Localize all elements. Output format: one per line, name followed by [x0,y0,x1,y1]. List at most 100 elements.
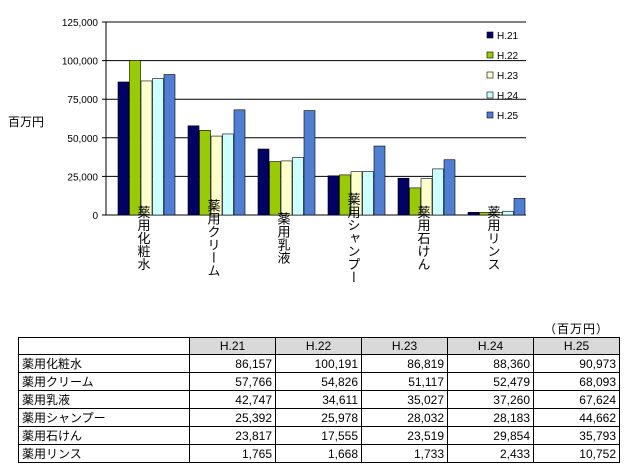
table-cell: 1,668 [275,444,362,463]
column-header: H.21 [189,337,276,355]
legend-swatch [486,91,494,99]
bar [129,60,141,216]
table-cell: 86,157 [189,354,276,373]
table-header-row: H.21 H.22 H.23 H.24 H.25 [18,337,620,355]
table-cell: 54,826 [275,372,362,391]
table-cell: 88,360 [447,354,534,373]
table-cell: 90,973 [533,354,620,373]
legend-label: H.22 [497,51,519,62]
legend-label: H.24 [497,91,519,102]
bar [327,175,340,216]
row-label: 薬用乳液 [18,390,190,409]
column-header: H.23 [361,337,448,355]
table-unit-label: （百万円） [544,322,610,336]
table-cell: 25,392 [189,408,276,427]
table-cell: 23,519 [361,426,448,445]
row-label: 薬用クリーム [18,372,190,391]
table-cell: 44,662 [533,408,620,427]
legend-swatch [486,51,494,59]
bars [117,60,526,216]
bar [443,159,456,216]
table-cell: 25,978 [275,408,362,427]
bar [210,135,223,216]
bar [163,74,176,216]
legend-swatch [486,71,494,79]
legend-label: H.23 [497,71,519,82]
table-cell: 1,765 [189,444,276,463]
table-cell: 28,032 [361,408,448,427]
table-row: 薬用化粧水 86,157 100,191 86,819 88,360 90,97… [18,354,620,373]
legend-swatch [486,31,494,39]
bar [187,125,200,216]
column-header: H.22 [275,337,362,355]
bar [152,78,164,216]
table-cell: 68,093 [533,372,620,391]
table-cell: 86,819 [361,354,448,373]
table-cell: 35,027 [361,390,448,409]
legend-label: H.21 [497,31,519,42]
bar [233,109,246,216]
table-row: 薬用リンス 1,765 1,668 1,733 2,433 10,752 [18,444,620,463]
row-label: 薬用化粧水 [18,354,190,373]
y-axis-label: 百万円 [8,115,44,129]
bar [199,130,211,216]
category-label: 薬用シャンプー [345,193,361,284]
table-cell: 1,733 [361,444,448,463]
table-cell: 52,479 [447,372,534,391]
legend-label: H.25 [497,111,519,122]
bar-chart: 025,00050,00075,000100,000125,000 薬用化粧水薬… [8,18,526,284]
bar [479,212,491,216]
bar [397,177,410,216]
table-cell: 51,117 [361,372,448,391]
table-cell: 28,183 [447,408,534,427]
gridlines [102,21,526,216]
table-cell: 57,766 [189,372,276,391]
y-tick-label: 25,000 [67,172,98,183]
table-cell: 10,752 [533,444,620,463]
table-row: 薬用シャンプー 25,392 25,978 28,032 28,183 44,6… [18,408,620,427]
row-label: 薬用リンス [18,444,190,463]
category-label: 薬用石けん [415,206,431,271]
bar [409,187,421,216]
data-table: H.21 H.22 H.23 H.24 H.25 薬用化粧水 86,157 10… [18,337,620,463]
bar [280,160,293,216]
table-cell: 29,854 [447,426,534,445]
column-header: H.24 [447,337,534,355]
bar [490,212,503,216]
column-header: H.25 [533,337,620,355]
row-label: 薬用石けん [18,426,190,445]
bar [432,168,444,216]
category-label: 薬用化粧水 [135,206,151,271]
table-cell: 34,611 [275,390,362,409]
bar [140,80,153,216]
bar [222,133,234,216]
row-label: 薬用シャンプー [18,408,190,427]
legend-swatch [486,111,494,119]
y-tick-label: 75,000 [67,95,98,106]
table-cell: 23,817 [189,426,276,445]
y-axis-ticks: 0 25,000 50,000 75,000 100,000 125,000 [62,18,99,222]
bar [269,161,281,216]
category-label: 薬用クリーム [205,199,221,277]
bar [257,148,270,216]
bar [292,157,304,216]
bar [373,145,386,216]
table-cell: 17,555 [275,426,362,445]
bar [513,198,526,216]
category-labels: 薬用化粧水 薬用クリーム 薬用乳液 薬用シャンプー 薬用石けん 薬用リンス [135,193,501,284]
table-cell: 100,191 [275,354,362,373]
bar [420,178,433,216]
table-row: 薬用石けん 23,817 17,555 23,519 29,854 35,793 [18,426,620,445]
table-corner-cell [18,337,190,355]
table-cell: 2,433 [447,444,534,463]
table-row: 薬用乳液 42,747 34,611 35,027 37,260 67,624 [18,390,620,409]
y-tick-label: 0 [92,211,98,222]
bar [362,171,374,216]
bar [303,110,316,216]
category-label: 薬用リンス [485,206,501,271]
table-cell: 37,260 [447,390,534,409]
category-label: 薬用乳液 [275,212,291,264]
bar [117,81,130,216]
bar [339,174,351,216]
legend: H.21 H.22 H.23 H.24 H.25 [486,31,519,122]
